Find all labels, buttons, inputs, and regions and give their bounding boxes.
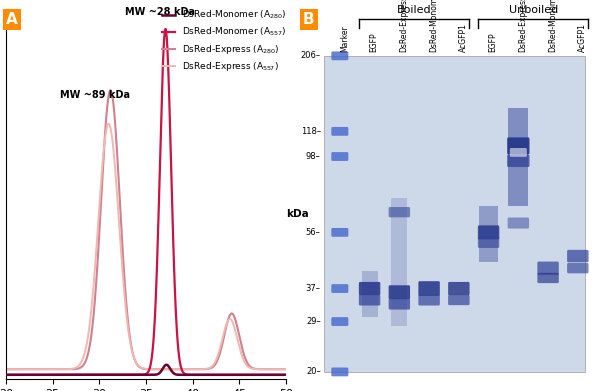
Text: AcGFP1: AcGFP1 — [459, 23, 468, 52]
FancyBboxPatch shape — [478, 237, 499, 248]
Bar — [508, 108, 529, 206]
FancyBboxPatch shape — [538, 262, 559, 275]
Text: Marker: Marker — [340, 25, 349, 52]
Text: 118–: 118– — [301, 127, 321, 136]
Text: MW ~89 kDa: MW ~89 kDa — [59, 90, 130, 100]
Text: Unboiled: Unboiled — [509, 5, 558, 15]
FancyBboxPatch shape — [478, 225, 499, 239]
Bar — [391, 198, 407, 326]
FancyBboxPatch shape — [331, 284, 349, 293]
FancyBboxPatch shape — [448, 282, 470, 295]
FancyBboxPatch shape — [331, 52, 349, 60]
FancyBboxPatch shape — [510, 148, 527, 157]
Text: DsRed-Express: DsRed-Express — [518, 0, 527, 52]
FancyBboxPatch shape — [389, 299, 410, 310]
Text: AcGFP1: AcGFP1 — [578, 23, 587, 52]
FancyBboxPatch shape — [507, 137, 530, 154]
FancyBboxPatch shape — [418, 281, 440, 296]
Text: 206–: 206– — [301, 51, 321, 60]
FancyBboxPatch shape — [389, 207, 410, 217]
FancyBboxPatch shape — [359, 294, 380, 305]
FancyBboxPatch shape — [389, 285, 410, 299]
Text: MW ~28 kDa: MW ~28 kDa — [125, 7, 195, 17]
Text: DsRed-Express: DsRed-Express — [400, 0, 409, 52]
FancyBboxPatch shape — [567, 250, 589, 262]
FancyBboxPatch shape — [359, 282, 380, 295]
Legend: DsRed-Monomer (A$_{280}$), DsRed-Monomer (A$_{557}$), DsRed-Express (A$_{280}$),: DsRed-Monomer (A$_{280}$), DsRed-Monomer… — [161, 9, 287, 74]
Text: DsRed-Monomer: DsRed-Monomer — [429, 0, 438, 52]
Text: kDa: kDa — [286, 209, 308, 219]
FancyBboxPatch shape — [331, 228, 349, 237]
FancyBboxPatch shape — [331, 368, 349, 376]
Text: EGFP: EGFP — [370, 32, 379, 52]
Bar — [362, 271, 377, 317]
Text: DsRed-Monomer: DsRed-Monomer — [548, 0, 557, 52]
FancyBboxPatch shape — [538, 273, 559, 283]
Text: A: A — [6, 12, 18, 27]
Text: Boiled: Boiled — [397, 5, 431, 15]
Bar — [479, 206, 498, 262]
FancyBboxPatch shape — [507, 154, 530, 167]
Text: 98–: 98– — [306, 152, 321, 161]
FancyBboxPatch shape — [448, 295, 470, 305]
Text: 20–: 20– — [306, 368, 321, 377]
FancyBboxPatch shape — [331, 127, 349, 136]
Text: 37–: 37– — [306, 284, 321, 293]
FancyBboxPatch shape — [508, 217, 529, 228]
FancyBboxPatch shape — [418, 294, 440, 305]
FancyBboxPatch shape — [331, 317, 349, 326]
FancyBboxPatch shape — [331, 152, 349, 161]
Text: 29–: 29– — [306, 317, 321, 326]
FancyBboxPatch shape — [567, 263, 589, 273]
Text: B: B — [303, 12, 314, 27]
Text: 56–: 56– — [306, 228, 321, 237]
Text: EGFP: EGFP — [488, 32, 497, 52]
